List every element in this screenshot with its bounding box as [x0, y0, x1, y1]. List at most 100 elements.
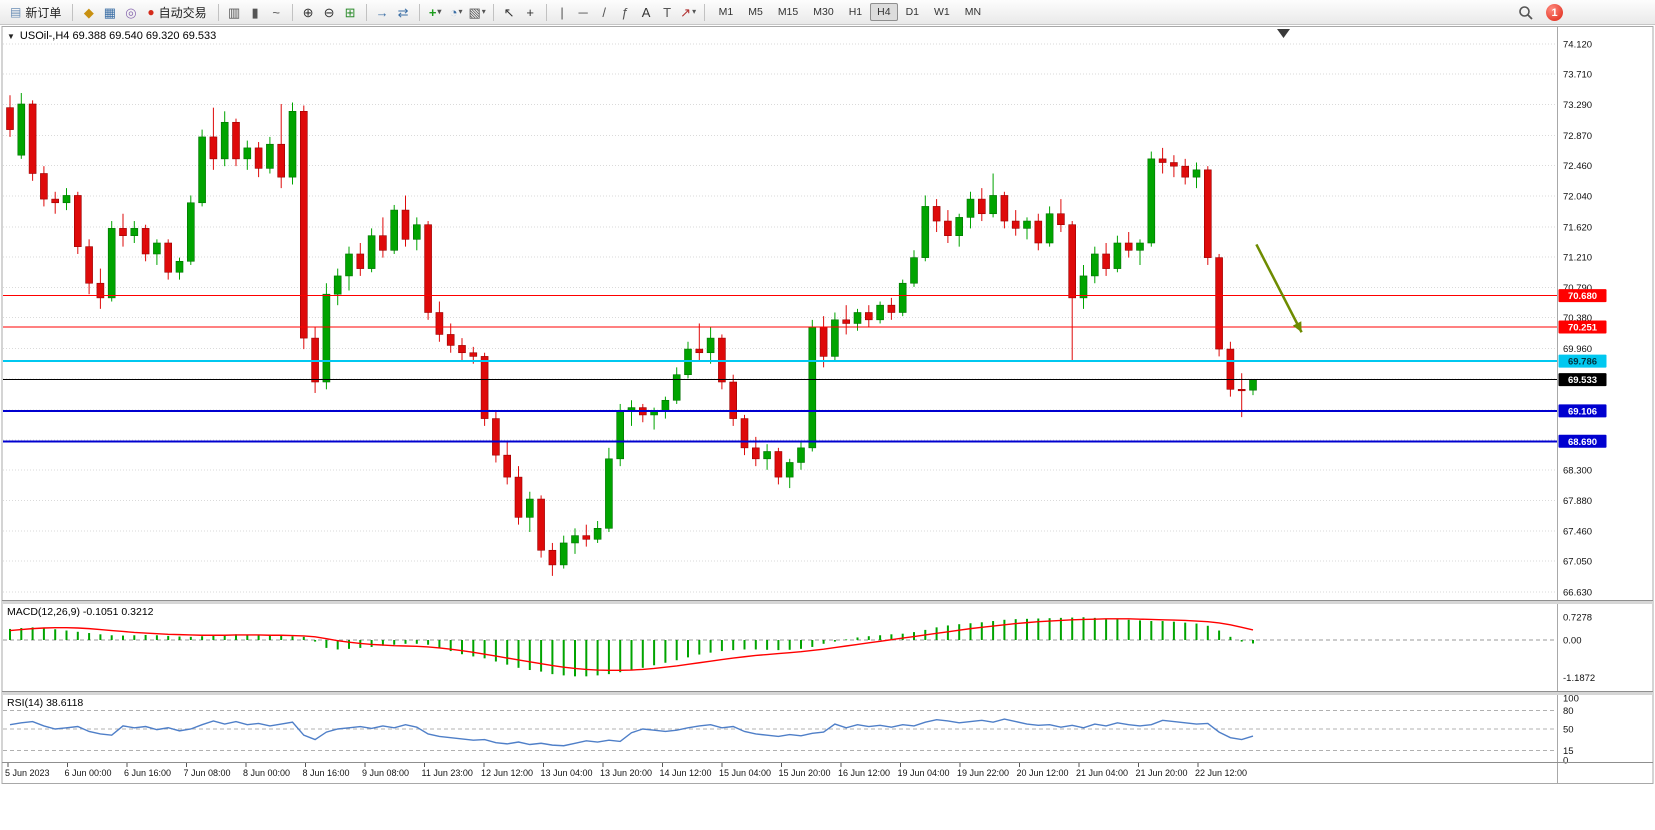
- macd-axis-label: -1.1872: [1563, 673, 1595, 684]
- rsi-axis-label: 50: [1563, 725, 1574, 736]
- price-axis-label: 68.300: [1563, 465, 1592, 476]
- candle-body: [921, 206, 930, 258]
- data-window-icon[interactable]: ▦: [99, 2, 120, 22]
- notification-badge[interactable]: 1: [1546, 4, 1563, 21]
- crosshair-icon[interactable]: +: [520, 2, 541, 22]
- candle-body: [718, 337, 726, 383]
- trendline-icon[interactable]: /: [594, 2, 615, 22]
- candle-body: [1102, 253, 1110, 269]
- candle-body: [661, 399, 670, 412]
- timeframe-m5-button[interactable]: M5: [741, 3, 770, 21]
- candle-body: [198, 136, 206, 204]
- horizontal-line-icon[interactable]: ─: [573, 2, 594, 22]
- candle: [243, 140, 252, 170]
- candle: [1170, 155, 1178, 178]
- chart-shift-marker[interactable]: [1277, 29, 1290, 38]
- candle-body: [503, 454, 512, 478]
- zoom-in-icon[interactable]: ⊕: [298, 2, 319, 22]
- candle: [525, 491, 534, 532]
- time-axis-label: 19 Jun 22:00: [957, 768, 1009, 778]
- zoom-out-icon[interactable]: ⊖: [319, 2, 340, 22]
- candle: [62, 188, 71, 211]
- candle-body: [819, 326, 828, 357]
- line-chart-icon[interactable]: ~: [266, 2, 287, 22]
- auto-scroll-icon[interactable]: →: [372, 2, 393, 22]
- add-indicator-icon[interactable]: + ▾: [425, 2, 446, 22]
- label-icon[interactable]: T: [657, 2, 678, 22]
- candle: [1011, 210, 1020, 236]
- candle-body: [1158, 158, 1167, 163]
- new-order-button[interactable]: ▤ 新订单: [4, 3, 67, 22]
- timeframe-m30-button[interactable]: M30: [806, 3, 840, 21]
- candle: [401, 195, 410, 247]
- navigator-icon[interactable]: ◎: [120, 2, 141, 22]
- candle: [661, 396, 670, 419]
- candle-body: [6, 107, 14, 130]
- time-axis-label: 21 Jun 04:00: [1076, 768, 1128, 778]
- price-badge-label: 70.680: [1568, 291, 1597, 302]
- time-axis-label: 16 Jun 12:00: [838, 768, 890, 778]
- chart-symbol-header: ▼ USOil-,H4 69.388 69.540 69.320 69.533: [7, 30, 216, 42]
- candle-body: [1237, 389, 1246, 392]
- candle-body: [864, 312, 873, 321]
- candle-body: [51, 198, 60, 204]
- cursor-icon[interactable]: ↖: [499, 2, 520, 22]
- candle-body: [1034, 220, 1043, 244]
- search-icon[interactable]: [1518, 5, 1534, 21]
- candle: [367, 228, 376, 273]
- candle-body: [424, 224, 432, 313]
- fibonacci-icon[interactable]: ƒ: [615, 2, 636, 22]
- timeframe-d1-button[interactable]: D1: [899, 3, 926, 21]
- candle-body: [616, 410, 625, 460]
- candle: [17, 93, 26, 159]
- timeframe-m1-button[interactable]: M1: [712, 3, 741, 21]
- auto-trading-button[interactable]: ● 自动交易: [141, 3, 212, 22]
- candle: [51, 191, 60, 214]
- timeframe-w1-button[interactable]: W1: [927, 3, 957, 21]
- bar-chart-icon: ▥: [227, 4, 241, 20]
- price-axis-label: 67.460: [1563, 527, 1592, 538]
- period-icon[interactable]: ◔ ▾: [446, 2, 467, 22]
- dropdown-caret-icon: ▾: [458, 7, 463, 16]
- candlestick-chart-icon[interactable]: ▮: [245, 2, 266, 22]
- price-axis-label: 67.050: [1563, 557, 1592, 568]
- price-badge-label: 69.533: [1568, 375, 1597, 386]
- price-badge: 70.251: [1558, 320, 1607, 334]
- symbol-collapse-icon[interactable]: ▼: [7, 31, 15, 41]
- toolbar-separator: [291, 3, 293, 21]
- candle-body: [243, 147, 252, 160]
- candle: [1023, 217, 1031, 240]
- candle: [1068, 221, 1076, 361]
- candle-body: [266, 143, 274, 169]
- candle-body: [582, 535, 591, 540]
- candle-body: [379, 235, 387, 251]
- candle-body: [164, 242, 172, 273]
- timeframe-h4-button[interactable]: H4: [870, 3, 898, 21]
- candle: [887, 297, 896, 320]
- candle: [322, 283, 331, 390]
- arrows-icon[interactable]: ↗ ▾: [678, 2, 699, 22]
- candle-body: [333, 275, 342, 295]
- auto-scroll-icon: →: [375, 4, 389, 20]
- candle-body: [514, 476, 523, 518]
- pane-separator[interactable]: [2, 691, 1653, 695]
- tile-windows-icon[interactable]: ⊞: [340, 2, 361, 22]
- template-icon[interactable]: ▧ ▾: [467, 2, 488, 22]
- auto-trading-button-label: 自动交易: [158, 5, 207, 20]
- trend-arrow-annotation[interactable]: [1255, 243, 1303, 333]
- tile-windows-icon: ⊞: [344, 4, 356, 20]
- candle-body: [559, 542, 568, 566]
- time-axis-label: 15 Jun 20:00: [779, 768, 831, 778]
- timeframe-m15-button[interactable]: M15: [771, 3, 805, 21]
- price-badge-box: [1558, 373, 1607, 387]
- timeframe-h1-button[interactable]: H1: [842, 3, 869, 21]
- pane-separator[interactable]: [2, 600, 1653, 604]
- bar-chart-icon[interactable]: ▥: [224, 2, 245, 22]
- text-icon[interactable]: A: [636, 2, 657, 22]
- market-watch-icon[interactable]: ◆: [78, 2, 99, 22]
- vertical-line-icon[interactable]: |: [552, 2, 573, 22]
- timeframe-mn-button[interactable]: MN: [958, 3, 988, 21]
- cursor-icon: ↖: [503, 4, 515, 20]
- chart-shift-icon[interactable]: ⇄: [393, 2, 414, 22]
- dropdown-caret-icon: ▾: [481, 7, 486, 16]
